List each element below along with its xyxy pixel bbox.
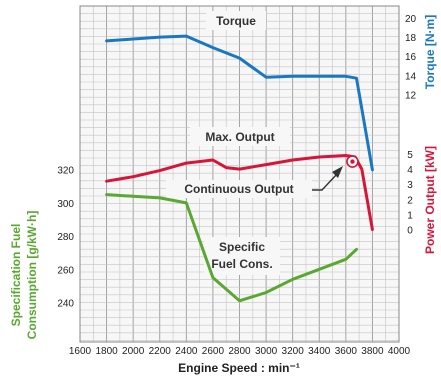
x-tick-label: 2000 — [122, 346, 145, 357]
power-tick-labels: 0 1 2 3 4 5 — [407, 150, 413, 237]
x-tick-label: 2400 — [175, 346, 198, 357]
specific-fuel-annotation: Specific Fuel Cons. — [204, 237, 280, 275]
fuel-tick-label: 280 — [57, 232, 74, 243]
fuel-axis-title-line1: Specification Fuel — [9, 224, 23, 327]
fuel-axis-title-line2: Consumption [g/kW·h] — [25, 211, 39, 340]
x-tick-label: 3600 — [335, 346, 358, 357]
power-tick-label: 3 — [407, 180, 413, 191]
torque-tick-label: 14 — [405, 71, 417, 82]
power-tick-label: 1 — [407, 210, 413, 221]
vertical-grid — [92, 6, 387, 342]
power-tick-label: 0 — [407, 226, 413, 237]
x-tick-label: 3200 — [282, 346, 305, 357]
power-tick-label: 2 — [407, 195, 413, 206]
continuous-output-marker-dot — [350, 159, 355, 164]
fuel-tick-labels: 240 260 280 300 320 — [57, 166, 74, 310]
x-tick-label: 1800 — [95, 346, 118, 357]
torque-tick-labels: 12 14 16 18 20 — [405, 14, 417, 101]
power-tick-label: 5 — [407, 150, 413, 161]
plot-frame — [79, 5, 400, 343]
power-axis-title: Power Output [kW] — [423, 146, 437, 254]
torque-line — [105, 34, 374, 172]
max-output-annotation: Max. Output — [190, 127, 290, 146]
fuel-tick-label: 300 — [57, 199, 74, 210]
max-output-annotation-text: Max. Output — [205, 130, 274, 144]
x-tick-label: 1600 — [69, 346, 92, 357]
x-tick-label: 3400 — [308, 346, 331, 357]
power-tick-label: 4 — [407, 165, 413, 176]
continuous-output-annotation: Continuous Output — [166, 180, 312, 198]
x-tick-label: 4000 — [388, 346, 411, 357]
x-tick-label: 3800 — [361, 346, 384, 357]
torque-tick-label: 20 — [405, 14, 417, 25]
torque-axis-title: Torque [N·m] — [423, 15, 437, 89]
torque-annotation-text: Torque — [216, 14, 256, 28]
x-tick-label: 2800 — [228, 346, 251, 357]
x-tick-label: 3000 — [255, 346, 278, 357]
x-tick-label: 2200 — [149, 346, 172, 357]
fuel-tick-label: 320 — [57, 166, 74, 177]
specific-fuel-cons-line — [105, 193, 358, 303]
specific-fuel-annotation-line2: Fuel Cons. — [211, 257, 272, 271]
torque-tick-label: 16 — [405, 52, 417, 63]
torque-tick-label: 18 — [405, 33, 417, 44]
x-axis-title: Engine Speed : min⁻¹ — [178, 361, 300, 375]
continuous-output-annotation-text: Continuous Output — [184, 182, 293, 196]
continuous-output-arrowhead — [332, 166, 343, 178]
continuous-output-arrow — [312, 173, 338, 191]
specific-fuel-annotation-line1: Specific — [219, 240, 265, 254]
torque-annotation: Torque — [206, 11, 266, 30]
x-tick-label: 2600 — [202, 346, 225, 357]
torque-tick-label: 12 — [405, 90, 417, 101]
fuel-tick-label: 260 — [57, 265, 74, 276]
fuel-tick-label: 240 — [57, 299, 74, 310]
x-tick-labels: 1600 1800 2000 2200 2400 2600 2800 3000 3200 3400… — [69, 346, 411, 357]
